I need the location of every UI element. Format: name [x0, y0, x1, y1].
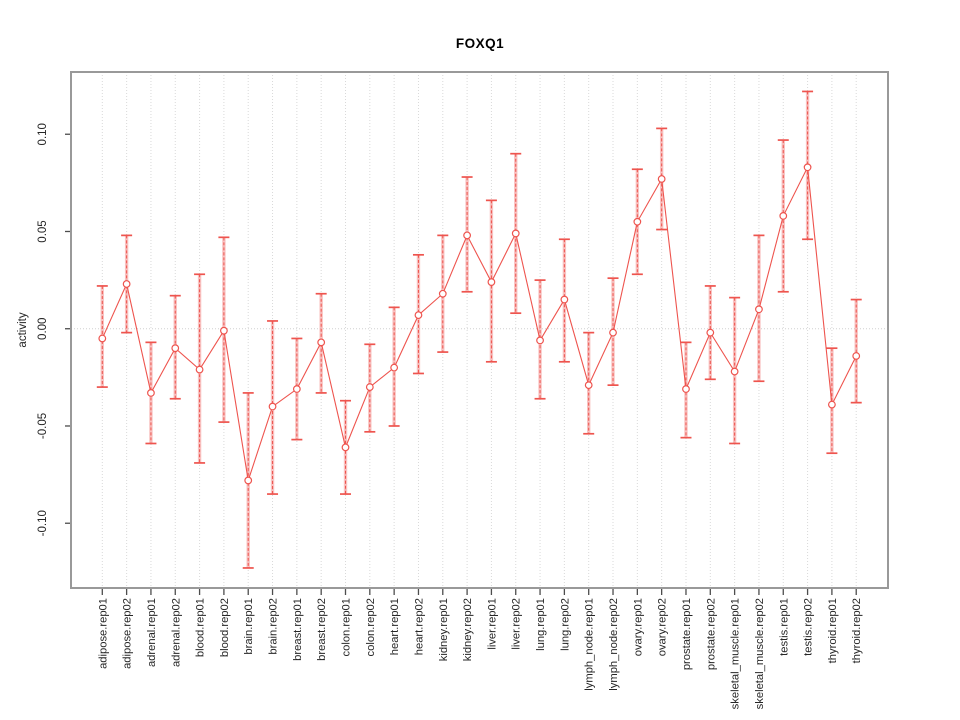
data-point: [682, 385, 690, 393]
x-tick-label: adipose.rep02: [122, 598, 134, 669]
x-tick-label: ovary.rep01: [632, 598, 644, 656]
data-point: [828, 400, 836, 409]
data-point: [609, 328, 617, 337]
data-point: [438, 289, 447, 298]
x-tick-label: colon.rep01: [341, 598, 353, 656]
data-point: [536, 336, 544, 345]
data-point: [365, 383, 374, 391]
y-tick-label: -0.05: [37, 413, 49, 439]
data-point: [633, 217, 642, 226]
chart-title: FOXQ1: [455, 36, 505, 51]
data-point: [852, 352, 861, 360]
y-axis-label: activity: [17, 312, 29, 347]
x-tick-label: adrenal.rep01: [146, 598, 158, 667]
x-tick-label: prostate.rep02: [705, 598, 717, 670]
x-tick-label: lung.rep02: [559, 598, 571, 651]
x-tick-label: kidney.rep02: [462, 598, 474, 661]
x-tick-label: heart.rep01: [389, 598, 401, 655]
data-point: [657, 175, 666, 183]
x-tick-label: adrenal.rep02: [170, 598, 182, 667]
x-tick-label: adipose.rep01: [97, 598, 109, 669]
x-tick-label: brain.rep02: [268, 598, 280, 655]
data-point: [755, 305, 763, 314]
data-point: [219, 326, 228, 335]
data-point: [803, 163, 812, 172]
data-point: [414, 311, 423, 320]
x-tick-label: liver.rep02: [511, 598, 523, 650]
data-point: [195, 365, 204, 374]
x-tick-label: skeletal_muscle.rep01: [730, 598, 742, 709]
x-tick-label: thyroid.rep02: [851, 598, 863, 663]
x-tick-label: blood.rep01: [195, 598, 207, 657]
data-point: [341, 443, 350, 452]
x-tick-label: blood.rep02: [219, 598, 231, 657]
x-tick-label: lung.rep01: [535, 598, 547, 651]
data-point: [98, 334, 107, 343]
data-point: [317, 338, 326, 347]
plot-box: [70, 71, 889, 589]
x-tick-label: ovary.rep02: [657, 598, 669, 656]
x-tick-label: prostate.rep01: [681, 598, 693, 670]
data-point: [390, 363, 399, 372]
x-tick-label: liver.rep01: [486, 598, 498, 650]
x-tick-label: testis.rep01: [778, 598, 790, 656]
x-tick-label: lymph_node.rep02: [608, 598, 620, 691]
data-point: [706, 328, 715, 337]
data-point: [268, 402, 277, 411]
series-line: [101, 165, 857, 481]
x-tick-label: thyroid.rep01: [827, 598, 839, 663]
y-tick-label: 0.05: [37, 220, 49, 242]
x-tick-label: heart.rep02: [413, 598, 425, 655]
data-point: [292, 385, 301, 393]
data-point: [244, 476, 253, 485]
data-point: [511, 229, 520, 238]
data-point: [560, 295, 569, 304]
data-point: [147, 389, 155, 397]
data-point: [730, 367, 739, 376]
data-point: [779, 212, 788, 220]
x-tick-label: testis.rep02: [803, 598, 815, 656]
y-tick-label: 0.00: [37, 318, 49, 340]
x-tick-label: breast.rep01: [292, 598, 304, 661]
data-point: [463, 231, 472, 240]
x-tick-label: colon.rep02: [365, 598, 377, 656]
data-point: [122, 280, 131, 288]
x-tick-label: lymph_node.rep01: [584, 598, 596, 691]
data-point: [584, 381, 593, 390]
x-tick-label: skeletal_muscle.rep02: [754, 598, 766, 709]
x-tick-label: brain.rep01: [243, 598, 255, 655]
data-point: [171, 344, 180, 353]
x-tick-label: breast.rep02: [316, 598, 328, 661]
data-point: [487, 278, 496, 286]
x-tick-label: kidney.rep01: [438, 598, 450, 661]
y-tick-label: 0.10: [37, 123, 49, 145]
y-tick-label: -0.10: [37, 510, 49, 536]
